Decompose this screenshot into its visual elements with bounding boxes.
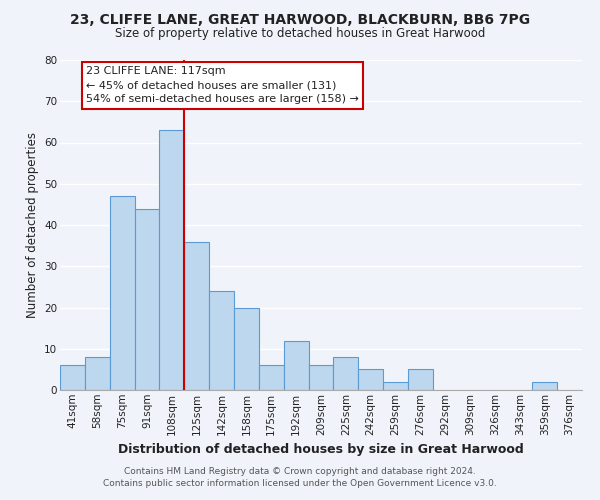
Bar [184, 242, 209, 390]
Bar [334, 357, 358, 390]
Text: Contains public sector information licensed under the Open Government Licence v3: Contains public sector information licen… [103, 478, 497, 488]
Bar [408, 370, 433, 390]
Bar [259, 365, 284, 390]
Bar [358, 370, 383, 390]
Bar [383, 382, 408, 390]
Bar [85, 357, 110, 390]
Bar [284, 340, 308, 390]
Bar [60, 365, 85, 390]
X-axis label: Distribution of detached houses by size in Great Harwood: Distribution of detached houses by size … [118, 443, 524, 456]
Bar [110, 196, 134, 390]
Bar [209, 291, 234, 390]
Y-axis label: Number of detached properties: Number of detached properties [26, 132, 38, 318]
Bar [234, 308, 259, 390]
Bar [308, 365, 334, 390]
Text: 23, CLIFFE LANE, GREAT HARWOOD, BLACKBURN, BB6 7PG: 23, CLIFFE LANE, GREAT HARWOOD, BLACKBUR… [70, 12, 530, 26]
Text: Size of property relative to detached houses in Great Harwood: Size of property relative to detached ho… [115, 28, 485, 40]
Bar [532, 382, 557, 390]
Bar [160, 130, 184, 390]
Bar [134, 208, 160, 390]
Text: 23 CLIFFE LANE: 117sqm
← 45% of detached houses are smaller (131)
54% of semi-de: 23 CLIFFE LANE: 117sqm ← 45% of detached… [86, 66, 359, 104]
Text: Contains HM Land Registry data © Crown copyright and database right 2024.: Contains HM Land Registry data © Crown c… [124, 467, 476, 476]
